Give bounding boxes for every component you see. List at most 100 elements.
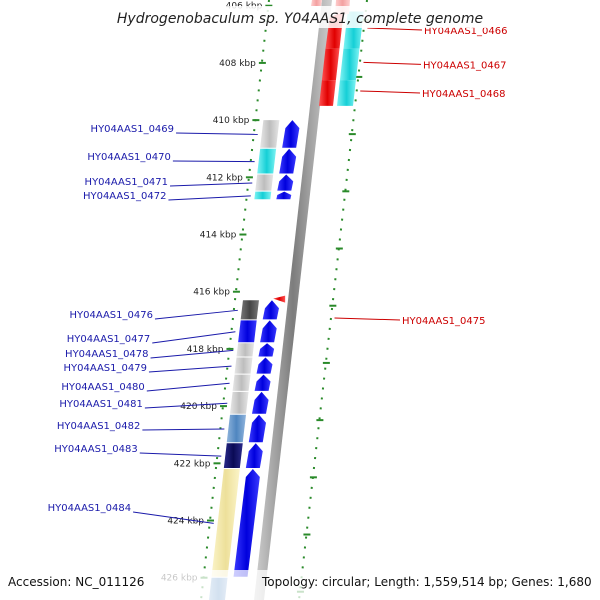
leader-line bbox=[367, 27, 423, 31]
gene-function-block bbox=[337, 80, 356, 106]
gene-label[interactable]: HY04AAS1_0478 bbox=[65, 349, 148, 360]
scale-tick: 424 kbp bbox=[167, 517, 311, 536]
scale-tick: 416 kbp bbox=[193, 288, 337, 307]
gene-label[interactable]: HY04AAS1_0477 bbox=[67, 334, 150, 345]
gene-label[interactable]: HY04AAS1_0472 bbox=[83, 191, 166, 202]
gene-function-block bbox=[254, 191, 272, 200]
gene-label[interactable]: HY04AAS1_0476 bbox=[69, 310, 152, 321]
gene-function-block bbox=[232, 374, 251, 391]
forward-gene[interactable] bbox=[223, 443, 263, 469]
gene-arrow[interactable] bbox=[273, 295, 286, 303]
forward-gene[interactable] bbox=[211, 469, 260, 577]
forward-gene[interactable] bbox=[240, 300, 279, 320]
left-dotted-scale bbox=[200, 0, 270, 600]
tick-label: 414 kbp bbox=[200, 231, 237, 241]
leader-line bbox=[334, 317, 401, 321]
reverse-gene[interactable] bbox=[319, 80, 356, 106]
gene-label[interactable]: HY04AAS1_0482 bbox=[57, 421, 140, 432]
leader-line bbox=[146, 382, 230, 392]
title-backdrop bbox=[110, 6, 490, 28]
gene-label[interactable]: HY04AAS1_0469 bbox=[91, 124, 174, 135]
gene-label[interactable]: HY04AAS1_0479 bbox=[63, 363, 146, 374]
accession-text: Accession: NC_011126 bbox=[8, 575, 144, 589]
gene-arrow[interactable] bbox=[252, 391, 269, 414]
scale-tick: 418 kbp bbox=[187, 345, 330, 364]
gene-function-block bbox=[255, 174, 274, 191]
forward-gene[interactable] bbox=[236, 343, 275, 357]
forward-gene[interactable] bbox=[230, 391, 269, 414]
scale-tick: 414 kbp bbox=[200, 231, 343, 250]
forward-gene[interactable] bbox=[226, 414, 267, 443]
forward-strand-features bbox=[209, 120, 300, 600]
scale-dots bbox=[200, 0, 368, 600]
leader-line bbox=[168, 195, 251, 201]
gene-arrow[interactable] bbox=[260, 320, 277, 343]
gene-label[interactable]: HY04AAS1_0471 bbox=[85, 177, 168, 188]
gene-arrow[interactable] bbox=[262, 300, 279, 320]
forward-gene[interactable] bbox=[255, 174, 294, 191]
forward-gene[interactable] bbox=[254, 191, 292, 200]
tick-label: 424 kbp bbox=[167, 517, 204, 527]
gene-arrow[interactable] bbox=[276, 191, 292, 200]
gene-arrow[interactable] bbox=[248, 414, 267, 443]
reverse-gene[interactable] bbox=[273, 295, 286, 303]
tick-label: 418 kbp bbox=[187, 345, 224, 355]
gene-label[interactable]: HY04AAS1_0466 bbox=[424, 26, 507, 37]
gene-arrow[interactable] bbox=[282, 120, 300, 148]
gene-arrow[interactable] bbox=[279, 148, 297, 174]
leader-line bbox=[152, 331, 236, 344]
gene-label[interactable]: HY04AAS1_0475 bbox=[402, 316, 485, 327]
tick-label: 408 kbp bbox=[219, 59, 256, 69]
topology-text: Topology: circular; Length: 1,559,514 bp… bbox=[261, 575, 592, 589]
right-dotted-scale bbox=[298, 0, 368, 600]
gene-label[interactable]: HY04AAS1_0484 bbox=[48, 503, 131, 514]
leader-line bbox=[176, 132, 258, 135]
footer-backdrop bbox=[0, 570, 600, 600]
leader-line bbox=[148, 365, 232, 373]
leader-line bbox=[172, 160, 255, 163]
scale-tick: 410 kbp bbox=[213, 116, 356, 136]
leader-line bbox=[363, 61, 422, 65]
forward-gene[interactable] bbox=[234, 357, 273, 374]
gene-arrow[interactable] bbox=[321, 48, 340, 81]
gene-arrow[interactable] bbox=[319, 80, 336, 106]
gene-label[interactable]: HY04AAS1_0483 bbox=[54, 444, 137, 455]
gene-arrow[interactable] bbox=[245, 443, 263, 469]
gene-function-block bbox=[339, 48, 360, 81]
forward-gene[interactable] bbox=[260, 120, 300, 148]
forward-gene[interactable] bbox=[257, 148, 297, 174]
leader-line bbox=[360, 90, 421, 94]
gene-arrow[interactable] bbox=[277, 174, 294, 191]
gene-arrow[interactable] bbox=[233, 469, 260, 577]
gene-function-block bbox=[236, 343, 255, 357]
forward-gene[interactable] bbox=[238, 320, 277, 343]
gene-function-block bbox=[226, 414, 247, 443]
gene-arrow[interactable] bbox=[256, 357, 273, 374]
gene-function-block bbox=[260, 120, 280, 148]
label-leaders bbox=[133, 27, 423, 524]
gene-function-block bbox=[257, 148, 277, 174]
genome-backbone bbox=[254, 0, 332, 600]
leader-line bbox=[133, 511, 214, 524]
gene-label[interactable]: HY04AAS1_0480 bbox=[61, 382, 144, 393]
gene-label[interactable]: HY04AAS1_0481 bbox=[59, 399, 142, 410]
gene-arrow[interactable] bbox=[254, 374, 271, 391]
reverse-gene[interactable] bbox=[321, 48, 360, 81]
leader-line bbox=[139, 452, 222, 457]
tick-label: 412 kbp bbox=[206, 173, 243, 183]
leader-line bbox=[150, 349, 234, 359]
gene-label[interactable]: HY04AAS1_0468 bbox=[422, 89, 505, 100]
gene-function-block bbox=[238, 320, 257, 343]
tick-label: 422 kbp bbox=[174, 459, 211, 469]
scale-tick: 420 kbp bbox=[180, 402, 324, 422]
scale-tick: 412 kbp bbox=[206, 173, 350, 193]
forward-gene[interactable] bbox=[232, 374, 271, 391]
gene-arrow[interactable] bbox=[258, 343, 275, 357]
gene-fragment bbox=[311, 0, 322, 6]
gene-label[interactable]: HY04AAS1_0470 bbox=[87, 152, 170, 163]
leader-line bbox=[170, 182, 253, 187]
tick-label: 416 kbp bbox=[193, 288, 230, 298]
gene-label[interactable]: HY04AAS1_0467 bbox=[423, 60, 506, 71]
